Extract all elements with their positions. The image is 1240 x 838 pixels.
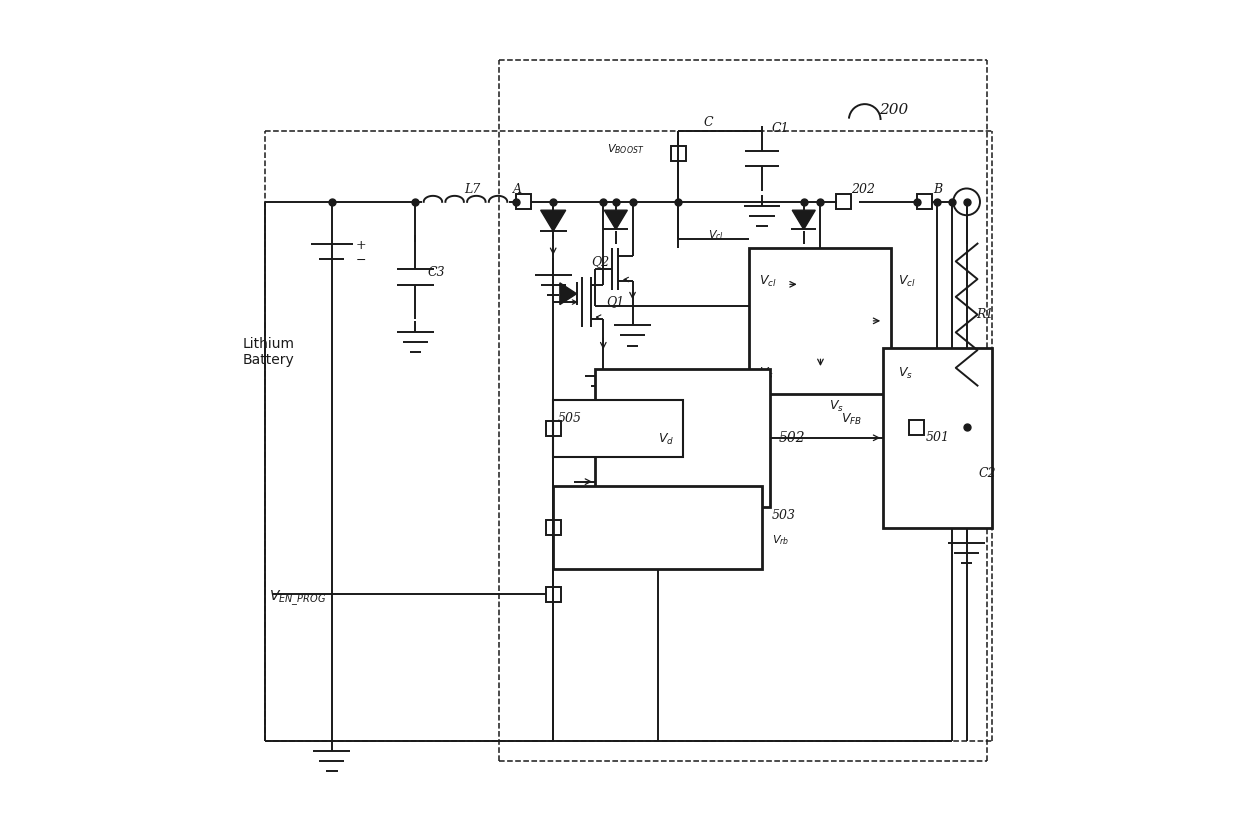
Text: $V_s$: $V_s$ (759, 365, 775, 380)
Text: $V_s$: $V_s$ (828, 399, 843, 414)
Polygon shape (792, 210, 815, 230)
Text: 503: 503 (773, 509, 796, 521)
Text: $V_{FB}$: $V_{FB}$ (841, 411, 862, 427)
Bar (883, 348, 992, 528)
Bar (909, 420, 924, 435)
Bar (516, 194, 531, 210)
Text: 504: 504 (823, 287, 847, 300)
Text: Q3: Q3 (823, 256, 841, 268)
Bar (553, 486, 763, 569)
Bar (546, 421, 560, 436)
Text: −: − (355, 254, 366, 266)
Bar (595, 369, 770, 507)
Text: C2: C2 (978, 467, 996, 480)
Polygon shape (560, 283, 577, 304)
Bar (918, 194, 932, 210)
Bar (671, 146, 686, 161)
Text: $V_{EN\_PROG}$: $V_{EN\_PROG}$ (269, 589, 326, 608)
Bar (546, 587, 560, 602)
Text: $V_{cl}$: $V_{cl}$ (708, 228, 724, 242)
Text: A: A (513, 183, 522, 196)
Text: $V_{BOOST}$: $V_{BOOST}$ (608, 142, 645, 156)
Text: Q2: Q2 (590, 256, 609, 268)
Polygon shape (604, 210, 627, 230)
Text: 502: 502 (779, 431, 805, 445)
Text: 200: 200 (879, 103, 908, 117)
Text: $V_{rb}$: $V_{rb}$ (773, 533, 790, 547)
Text: C1: C1 (773, 122, 790, 135)
Bar (546, 520, 560, 535)
Text: 201: 201 (570, 427, 594, 441)
Bar (749, 248, 892, 394)
Text: $V_d$: $V_d$ (658, 432, 675, 447)
Text: L7: L7 (464, 183, 480, 196)
Text: $V_s$: $V_s$ (898, 365, 913, 380)
Text: $V_{cl}$: $V_{cl}$ (898, 274, 916, 289)
Text: 501: 501 (925, 432, 950, 444)
Text: 202: 202 (852, 183, 875, 196)
Text: B: B (934, 183, 942, 196)
Text: Lithium
Battery: Lithium Battery (243, 337, 294, 367)
Text: 505: 505 (557, 411, 582, 425)
Polygon shape (541, 210, 565, 231)
Text: R1: R1 (977, 308, 994, 321)
Bar (836, 194, 852, 210)
Text: $V_{cl}$: $V_{cl}$ (759, 274, 777, 289)
Bar (553, 400, 683, 457)
Text: C3: C3 (428, 266, 445, 279)
Text: C: C (703, 116, 713, 129)
Text: +: + (355, 239, 366, 251)
Text: Q1: Q1 (606, 296, 624, 308)
